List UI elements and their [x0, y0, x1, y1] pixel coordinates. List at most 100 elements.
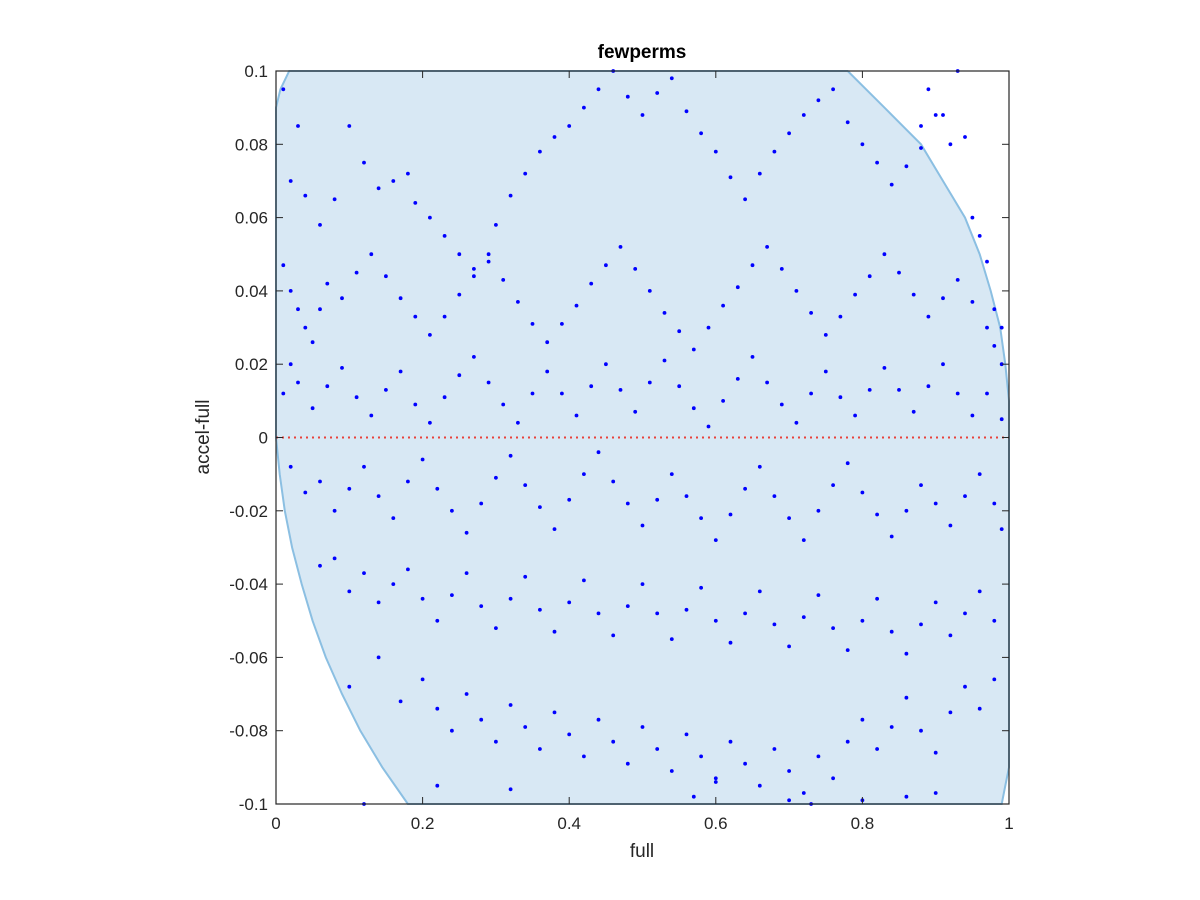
data-point	[926, 384, 931, 389]
data-point	[904, 164, 909, 169]
data-point	[999, 362, 1004, 367]
data-point	[684, 732, 689, 737]
data-point	[625, 761, 630, 766]
data-point	[288, 289, 293, 293]
data-point	[941, 362, 945, 367]
data-point	[552, 135, 557, 139]
data-point	[669, 472, 674, 476]
x-tick-label: 0.6	[704, 814, 728, 833]
data-point	[640, 113, 645, 117]
data-point	[625, 604, 630, 608]
data-point	[963, 494, 967, 498]
data-point	[567, 732, 572, 737]
data-point	[406, 171, 410, 176]
data-point	[288, 179, 293, 183]
y-tick-label: 0	[259, 429, 268, 448]
data-point	[765, 380, 769, 385]
data-point	[743, 761, 747, 766]
data-point	[794, 420, 799, 425]
data-point	[567, 600, 572, 605]
data-point	[398, 699, 403, 704]
data-point	[948, 523, 953, 528]
data-point	[354, 270, 359, 275]
data-point	[963, 684, 967, 689]
data-point	[420, 596, 425, 601]
data-point	[582, 472, 586, 476]
data-point	[845, 648, 850, 652]
data-point	[684, 494, 689, 498]
data-point	[662, 311, 667, 315]
data-point	[977, 706, 982, 711]
data-point	[303, 325, 308, 330]
data-point	[611, 739, 616, 744]
data-point	[823, 333, 828, 337]
data-point	[428, 333, 432, 337]
data-point	[406, 479, 410, 484]
data-point	[318, 563, 322, 568]
data-point	[897, 270, 901, 275]
data-point	[428, 215, 432, 220]
data-point	[494, 475, 498, 480]
x-tick-label: 0.4	[557, 814, 581, 833]
data-point	[963, 611, 967, 616]
data-point	[772, 149, 777, 154]
data-point	[706, 325, 711, 330]
data-point	[560, 322, 564, 326]
data-point	[618, 388, 623, 392]
data-point	[508, 787, 513, 792]
data-point	[618, 245, 623, 249]
data-point	[728, 640, 733, 645]
data-point	[582, 754, 586, 759]
data-point	[831, 626, 835, 630]
data-point	[743, 197, 747, 202]
x-tick-label: 0	[271, 814, 280, 833]
data-point	[486, 380, 491, 385]
data-point	[362, 464, 366, 469]
data-point	[985, 325, 989, 330]
data-point	[435, 618, 440, 623]
data-point	[589, 384, 594, 389]
data-point	[772, 747, 777, 751]
data-point	[787, 769, 791, 773]
data-point	[699, 585, 703, 590]
data-point	[281, 391, 286, 396]
data-point	[875, 160, 879, 165]
data-point	[640, 725, 645, 729]
data-point	[325, 384, 330, 389]
data-point	[538, 607, 542, 612]
data-point	[494, 626, 498, 630]
data-point	[889, 182, 894, 187]
data-point	[845, 120, 850, 125]
data-point	[640, 523, 645, 528]
data-point	[325, 281, 330, 286]
data-point	[545, 369, 550, 374]
data-point	[933, 113, 938, 117]
data-point	[347, 684, 352, 689]
data-point	[538, 505, 542, 509]
data-point	[816, 593, 821, 597]
data-point	[406, 567, 410, 572]
data-point	[538, 149, 542, 154]
data-point	[831, 87, 835, 92]
x-tick-label: 0.2	[411, 814, 435, 833]
data-point	[376, 600, 381, 605]
y-tick-label: 0.02	[235, 355, 268, 374]
data-point	[911, 292, 916, 297]
data-point	[721, 399, 725, 403]
data-point	[867, 388, 872, 392]
data-point	[787, 131, 791, 136]
data-point	[384, 388, 388, 392]
data-point	[831, 483, 835, 487]
data-point	[362, 571, 366, 575]
data-point	[816, 754, 821, 759]
data-point	[860, 490, 865, 495]
data-point	[853, 292, 857, 297]
data-point	[391, 582, 396, 586]
data-point	[831, 776, 835, 781]
data-point	[574, 413, 579, 418]
data-point	[354, 395, 359, 400]
data-point	[970, 300, 975, 304]
data-point	[479, 604, 484, 608]
data-point	[684, 109, 689, 114]
data-point	[875, 747, 879, 751]
